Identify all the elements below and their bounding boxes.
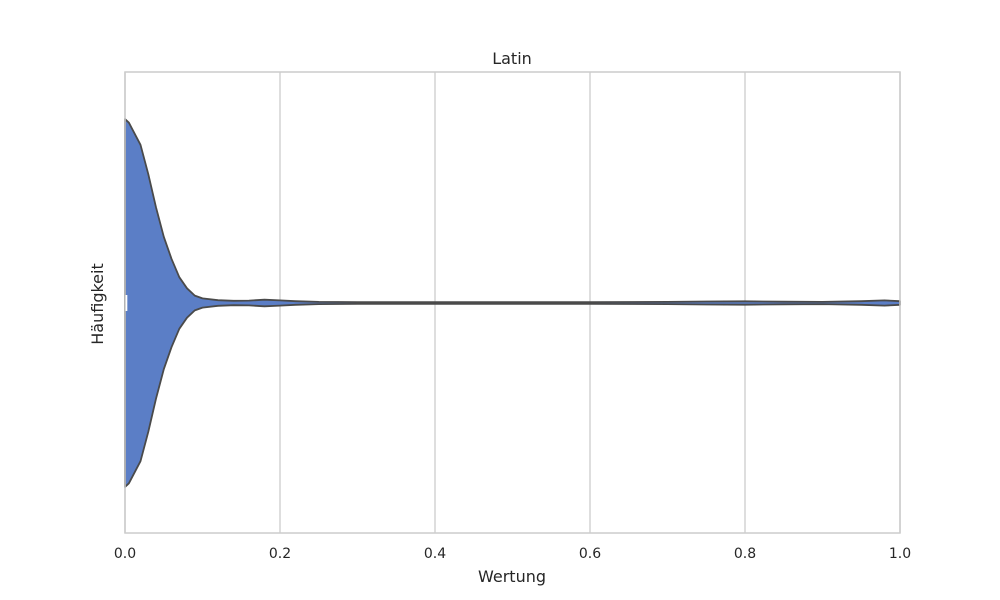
violin-inner-box (125, 295, 128, 311)
x-tick-label-3: 0.6 (579, 546, 601, 562)
x-tick-label-4: 0.8 (734, 546, 756, 562)
x-tick-label-1: 0.2 (269, 546, 291, 562)
violin-group (124, 118, 901, 488)
violin-body (124, 118, 901, 488)
x-tick-labels: 0.0 0.2 0.4 0.6 0.8 1.0 (114, 546, 911, 562)
x-tick-label-0: 0.0 (114, 546, 136, 562)
y-axis-label: Häufigkeit (88, 263, 107, 344)
x-axis-label: Wertung (478, 567, 546, 586)
x-tick-label-5: 1.0 (889, 546, 911, 562)
plot-frame (124, 71, 901, 534)
x-tick-label-2: 0.4 (424, 546, 446, 562)
chart-title: Latin (492, 49, 532, 68)
